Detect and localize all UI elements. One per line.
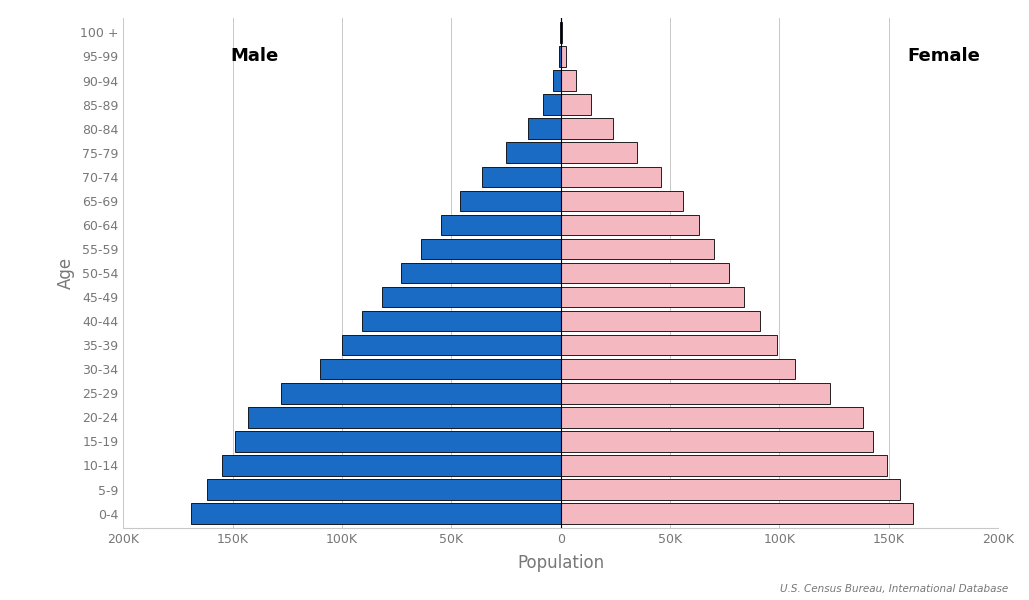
Bar [561,191,683,211]
Bar [235,431,561,452]
Bar [482,167,561,187]
Bar [382,287,561,307]
Y-axis label: Age: Age [57,257,74,289]
Text: Female: Female [907,47,980,65]
Bar [561,407,862,428]
Bar [561,359,794,379]
Bar [561,287,744,307]
Bar [561,383,829,404]
Bar [528,118,561,139]
Bar [207,479,561,500]
Bar [460,191,561,211]
Bar [561,167,662,187]
Bar [248,407,561,428]
Bar [362,311,561,331]
Bar [543,94,561,115]
Bar [561,239,714,259]
Bar [281,383,561,404]
Bar [561,311,759,331]
Bar [561,263,730,283]
Bar [440,215,561,235]
Bar [561,479,899,500]
Text: U.S. Census Bureau, International Database: U.S. Census Bureau, International Databa… [780,584,1008,594]
Bar [559,46,561,67]
Bar [561,94,592,115]
Bar [561,70,576,91]
Bar [222,455,561,476]
Bar [342,335,561,355]
Bar [554,70,561,91]
Bar [561,431,874,452]
Bar [561,46,566,67]
Bar [561,22,563,43]
Bar [561,142,637,163]
Bar [401,263,561,283]
Bar [561,503,913,524]
Bar [191,503,561,524]
Bar [561,455,887,476]
Bar [561,335,777,355]
Bar [320,359,561,379]
Bar [561,215,699,235]
Text: Male: Male [230,47,279,65]
Bar [506,142,561,163]
Bar [421,239,561,259]
X-axis label: Population: Population [518,554,604,572]
Bar [561,118,613,139]
